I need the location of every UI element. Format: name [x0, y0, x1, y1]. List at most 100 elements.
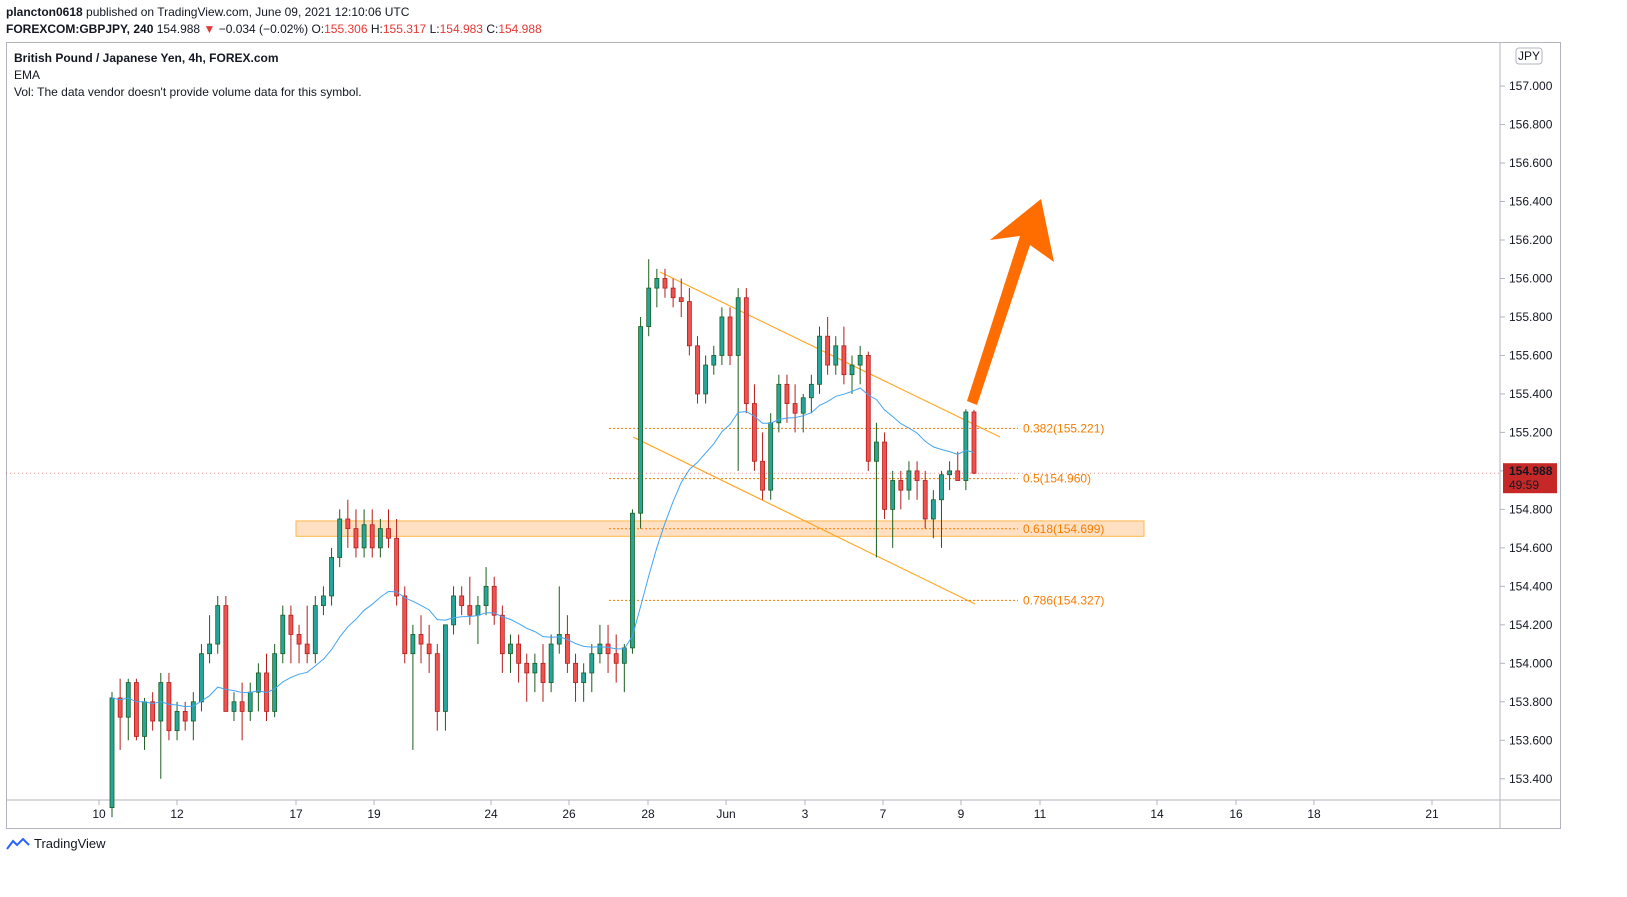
candle	[125, 682, 131, 718]
candle	[914, 470, 920, 481]
last-price: 154.988	[156, 22, 201, 36]
publisher-name[interactable]: plancton0618	[6, 5, 83, 19]
open-value: 155.306	[324, 22, 368, 36]
chart-frame	[6, 42, 1561, 829]
ema-line	[111, 387, 975, 708]
candle	[833, 345, 839, 366]
legend-volume[interactable]: Vol: The data vendor doesn't provide vol…	[14, 85, 362, 99]
candle	[280, 614, 286, 655]
candle	[548, 643, 554, 683]
last-price-value: 154.988	[1509, 464, 1553, 478]
fib-level-label: 0.382(155.221)	[1023, 421, 1104, 435]
change-value: −0.034 (−0.02%)	[218, 22, 309, 36]
candle	[939, 474, 944, 501]
last-price-tag	[1503, 463, 1557, 494]
candle	[386, 528, 391, 539]
published-text: published on TradingView.com, June 09, 2…	[82, 5, 410, 19]
candle	[670, 287, 676, 299]
candle	[418, 634, 424, 645]
channel-lower-line	[632, 436, 976, 605]
candle	[142, 701, 147, 737]
candle	[703, 364, 709, 395]
price-tick-label: 153.800	[1509, 695, 1553, 709]
candle	[467, 605, 473, 616]
price-tick-label: 156.000	[1509, 271, 1553, 285]
candle	[564, 634, 570, 664]
close-label: C:	[486, 22, 499, 36]
time-tick-label: 9	[958, 807, 965, 821]
candle	[361, 524, 367, 549]
candle	[345, 518, 351, 530]
time-tick-label: Jun	[716, 807, 735, 821]
candle	[841, 345, 847, 376]
candle	[540, 662, 546, 683]
candle	[695, 345, 700, 395]
candle	[678, 297, 684, 302]
candle	[727, 316, 733, 356]
candle	[654, 278, 660, 289]
bar-countdown: 49:59	[1509, 478, 1539, 492]
candle	[898, 480, 904, 491]
price-tick-label: 154.800	[1509, 502, 1553, 516]
time-tick-label: 21	[1425, 807, 1439, 821]
candle	[524, 662, 530, 674]
time-tick-label: 7	[880, 807, 887, 821]
time-tick-label: 24	[484, 807, 498, 821]
candle	[581, 672, 587, 683]
candle	[329, 557, 334, 597]
price-tick-label: 155.400	[1509, 387, 1553, 401]
candle	[890, 480, 896, 510]
candle	[800, 397, 806, 414]
candle	[613, 653, 619, 664]
candle	[792, 403, 798, 414]
candle	[630, 512, 635, 649]
time-tick-label: 28	[641, 807, 655, 821]
symbol-label: FOREXCOM:GBPJPY, 240	[6, 22, 154, 36]
time-tick-label: 16	[1229, 807, 1243, 821]
candle	[760, 460, 765, 491]
candle	[589, 653, 595, 674]
candle	[963, 411, 969, 481]
high-value: 155.317	[382, 22, 427, 36]
candle	[443, 624, 448, 712]
candle	[776, 383, 782, 424]
candle	[752, 403, 757, 462]
price-tick-label: 153.600	[1509, 733, 1553, 747]
candle	[410, 634, 416, 655]
candle	[947, 470, 953, 476]
time-tick-label: 10	[92, 807, 106, 821]
candle	[190, 701, 196, 722]
candle	[499, 614, 505, 655]
change-down-icon: ▼	[203, 22, 216, 36]
candle	[166, 682, 172, 732]
price-tick-label: 155.200	[1509, 425, 1553, 439]
candle	[337, 518, 343, 558]
candle	[922, 480, 928, 520]
tradingview-logo[interactable]: TradingView	[6, 836, 106, 851]
candle	[296, 634, 302, 645]
candle	[402, 595, 408, 655]
price-tick-label: 156.800	[1509, 118, 1553, 132]
support-zone	[295, 520, 1145, 537]
candle	[849, 364, 855, 376]
candle	[434, 653, 440, 712]
currency-badge	[1515, 47, 1543, 65]
close-value: 154.988	[498, 22, 542, 36]
candle	[117, 697, 123, 718]
candle	[426, 643, 432, 655]
candle	[304, 643, 310, 655]
candle	[133, 682, 139, 737]
candle	[711, 355, 717, 366]
open-label: O:	[311, 22, 325, 36]
candle	[312, 605, 318, 655]
low-value: 154.983	[439, 22, 483, 36]
legend-ema[interactable]: EMA	[14, 68, 41, 82]
candle	[475, 605, 481, 616]
tradingview-brand-text: TradingView	[34, 836, 106, 851]
candle	[288, 614, 294, 635]
candle	[459, 595, 465, 606]
time-tick-label: 3	[802, 807, 809, 821]
candle	[109, 697, 115, 809]
candle	[638, 326, 643, 514]
